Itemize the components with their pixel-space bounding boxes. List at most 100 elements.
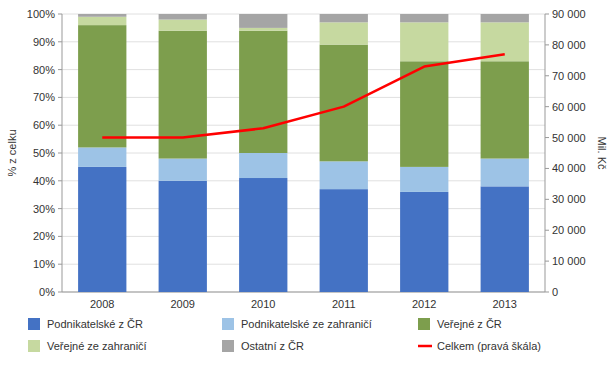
x-tick-label: 2013 (493, 298, 517, 310)
y-tick-label: 100% (27, 8, 55, 20)
y2-tick-label: 20 000 (552, 224, 586, 236)
legend-swatch (418, 318, 430, 330)
y-tick-label: 20% (33, 230, 55, 242)
y2-tick-label: 0 (552, 286, 558, 298)
grid-line (62, 153, 545, 154)
y-tick (58, 97, 62, 98)
y-tick-label: 60% (33, 119, 55, 131)
bar (159, 159, 207, 181)
y2-tick-label: 80 000 (552, 39, 586, 51)
bar (320, 189, 368, 292)
y-tick (58, 153, 62, 154)
y-tick-label: 80% (33, 64, 55, 76)
y2-tick (545, 137, 549, 138)
bar (481, 159, 529, 187)
legend-swatch (28, 340, 40, 352)
x-tick-label: 2010 (251, 298, 275, 310)
bar (320, 22, 368, 44)
grid-line (62, 180, 545, 181)
y2-tick (545, 14, 549, 15)
y2-tick-label: 40 000 (552, 162, 586, 174)
y-tick (58, 69, 62, 70)
bar (400, 192, 448, 292)
grid-line (62, 292, 545, 293)
grid-line (62, 41, 545, 42)
legend: Podnikatelské z ČR Podnikatelské ze zahra… (28, 318, 541, 352)
y2-tick-label: 10 000 (552, 255, 586, 267)
lines (102, 54, 505, 137)
y2-tick-label: 70 000 (552, 70, 586, 82)
legend-swatch (222, 318, 234, 330)
x-tick-label: 2009 (171, 298, 195, 310)
y2-axis-label: Mil. Kč (596, 137, 608, 171)
line (102, 54, 505, 137)
bar (400, 167, 448, 192)
bar (320, 14, 368, 22)
y-axis-label: % z celku (6, 129, 18, 176)
bar (481, 186, 529, 292)
bar (159, 20, 207, 31)
y-tick-label: 40% (33, 175, 55, 187)
grid-line (62, 69, 545, 70)
bars (78, 14, 529, 292)
legend-label: Podnikatelské ze zahraničí (241, 318, 372, 330)
grid-line (62, 236, 545, 237)
y2-tick (545, 44, 549, 45)
bar (481, 22, 529, 61)
y-tick (58, 264, 62, 265)
y-tick-label: 90% (33, 36, 55, 48)
x-tick-label: 2012 (412, 298, 436, 310)
y-tick (58, 236, 62, 237)
chart: 0%10%20%30%40%50%60%70%80%90%100%010 000… (0, 0, 610, 375)
bar (239, 28, 287, 31)
bar (159, 14, 207, 20)
y-tick (58, 180, 62, 181)
bar (400, 14, 448, 22)
grid-line (62, 264, 545, 265)
y2-tick (545, 168, 549, 169)
grid-line (62, 208, 545, 209)
y2-tick-label: 90 000 (552, 8, 586, 20)
bar (400, 22, 448, 61)
bar (78, 25, 126, 147)
bar (320, 161, 368, 189)
y-tick (58, 125, 62, 126)
legend-label: Podnikatelské z ČR (47, 318, 143, 330)
axes: 0%10%20%30%40%50%60%70%80%90%100%010 000… (27, 8, 586, 310)
bar (481, 14, 529, 22)
bar (78, 17, 126, 25)
bar (78, 147, 126, 166)
x-tick-label: 2011 (332, 298, 356, 310)
x-tick-label: 2008 (90, 298, 114, 310)
bar (239, 178, 287, 292)
y2-tick (545, 261, 549, 262)
bar (320, 45, 368, 162)
legend-label: Celkem (pravá škála) (437, 340, 541, 352)
y2-tick (545, 199, 549, 200)
grid-line (62, 125, 545, 126)
y2-tick (545, 75, 549, 76)
bar (159, 31, 207, 159)
bar (78, 167, 126, 292)
y-axis-line (62, 14, 63, 292)
bar (239, 153, 287, 178)
legend-label: Veřejné ze zahraničí (47, 340, 147, 352)
bar (159, 181, 207, 292)
grid (62, 14, 545, 292)
bar (400, 61, 448, 167)
y2-axis-line (545, 14, 546, 292)
y-tick (58, 208, 62, 209)
y2-tick (545, 292, 549, 293)
y2-tick (545, 106, 549, 107)
x-axis-line (62, 292, 545, 293)
y-tick (58, 292, 62, 293)
y2-tick-label: 60 000 (552, 101, 586, 113)
legend-swatch (418, 345, 432, 348)
y2-tick (545, 230, 549, 231)
y-tick-label: 0% (39, 286, 55, 298)
legend-swatch (222, 340, 234, 352)
bar (239, 14, 287, 28)
legend-label: Veřejné z ČR (437, 318, 502, 330)
grid-line (62, 14, 545, 15)
y2-tick-label: 50 000 (552, 132, 586, 144)
